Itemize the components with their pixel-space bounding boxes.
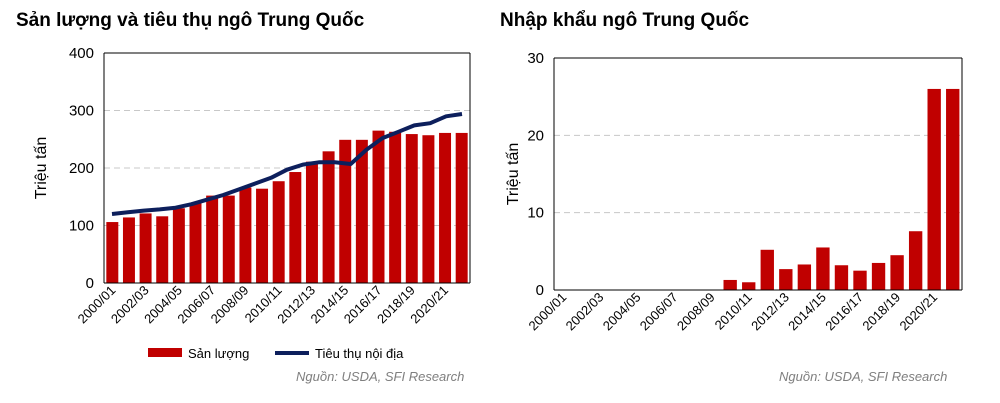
source-note: Nguồn: USDA, SFI Research <box>296 369 465 384</box>
x-tick-label: 2004/05 <box>600 290 644 334</box>
production-consumption-chart: Sản lượng và tiêu thụ ngô Trung Quốc 0 10… <box>16 10 471 384</box>
bar <box>106 222 119 283</box>
chart-title: Sản lượng và tiêu thụ ngô Trung Quốc <box>16 10 365 31</box>
bar <box>405 134 418 283</box>
bar <box>723 279 737 290</box>
bar <box>834 265 849 290</box>
bar <box>156 216 169 283</box>
legend-label: Tiêu thụ nội địa <box>315 346 404 361</box>
bar <box>871 262 886 290</box>
chart-title: Nhập khẩu ngô Trung Quốc <box>500 10 750 31</box>
y-tick-label: 200 <box>69 160 94 177</box>
bar <box>422 135 435 283</box>
y-tick-label: 0 <box>536 282 544 299</box>
y-tick-label: 20 <box>527 127 544 144</box>
y-axis-label: Triệu tấn <box>33 137 50 200</box>
legend-label: Sản lượng <box>188 346 249 361</box>
bar <box>256 188 269 283</box>
bar <box>389 131 402 283</box>
bar <box>289 172 302 283</box>
x-tick-label: 2008/09 <box>674 290 718 334</box>
production-consumption-plot: 01002003004002000/012002/032004/052006/0… <box>33 45 471 361</box>
bar <box>797 264 812 290</box>
bar <box>372 130 385 283</box>
y-tick-label: 10 <box>527 205 544 222</box>
bar <box>305 161 318 283</box>
imports-plot: 0 10 20 30 2000/012002/032004/052006/072008/… <box>505 50 963 334</box>
bar <box>322 151 335 283</box>
bar <box>222 195 235 283</box>
bar <box>455 132 468 283</box>
x-tick-label: 2018/19 <box>859 290 903 334</box>
bar <box>816 247 830 290</box>
x-tick-label: 2016/17 <box>822 290 866 334</box>
bar <box>189 203 202 283</box>
bar <box>206 195 219 283</box>
x-tick-label: 2010/11 <box>712 290 755 333</box>
x-tick-label: 2020/21 <box>896 290 940 334</box>
bar <box>946 88 960 290</box>
bar <box>908 231 923 290</box>
bar <box>339 139 352 283</box>
bar <box>355 139 368 283</box>
y-axis-label: Triệu tấn <box>505 143 522 206</box>
bar <box>779 269 793 290</box>
consumption-line <box>111 112 463 216</box>
bar <box>760 249 774 290</box>
y-tick-label: 100 <box>69 218 94 235</box>
y-tick-label: 300 <box>69 103 94 120</box>
bar <box>239 187 252 283</box>
x-tick-label: 2020/21 <box>407 283 451 327</box>
bar <box>927 88 941 290</box>
bar <box>122 217 135 283</box>
x-tick-label: 2002/03 <box>563 290 607 334</box>
bar <box>139 213 152 283</box>
bar <box>272 181 285 283</box>
y-tick-label: 30 <box>527 50 544 67</box>
x-tick-label: 2008/09 <box>208 283 252 327</box>
bar <box>890 255 904 290</box>
legend-swatch-production <box>148 348 182 357</box>
y-tick-label: 0 <box>86 275 94 292</box>
y-tick-label: 400 <box>69 45 94 62</box>
bar <box>853 270 867 290</box>
legend: Sản lượng Tiêu thụ nội địa <box>148 346 404 361</box>
x-tick-label: 2006/07 <box>637 290 681 334</box>
bar <box>742 282 756 290</box>
bar <box>172 208 185 283</box>
x-tick-label: 2012/13 <box>748 290 792 334</box>
bar <box>439 132 452 283</box>
x-tick-label: 2014/15 <box>785 290 829 334</box>
imports-chart: Nhập khẩu ngô Trung Quốc 0 10 20 30 2000/01 2… <box>500 0 1000 403</box>
source-note: Nguồn: USDA, SFI Research <box>779 369 948 384</box>
x-tick-label: 2000/01 <box>526 290 570 334</box>
